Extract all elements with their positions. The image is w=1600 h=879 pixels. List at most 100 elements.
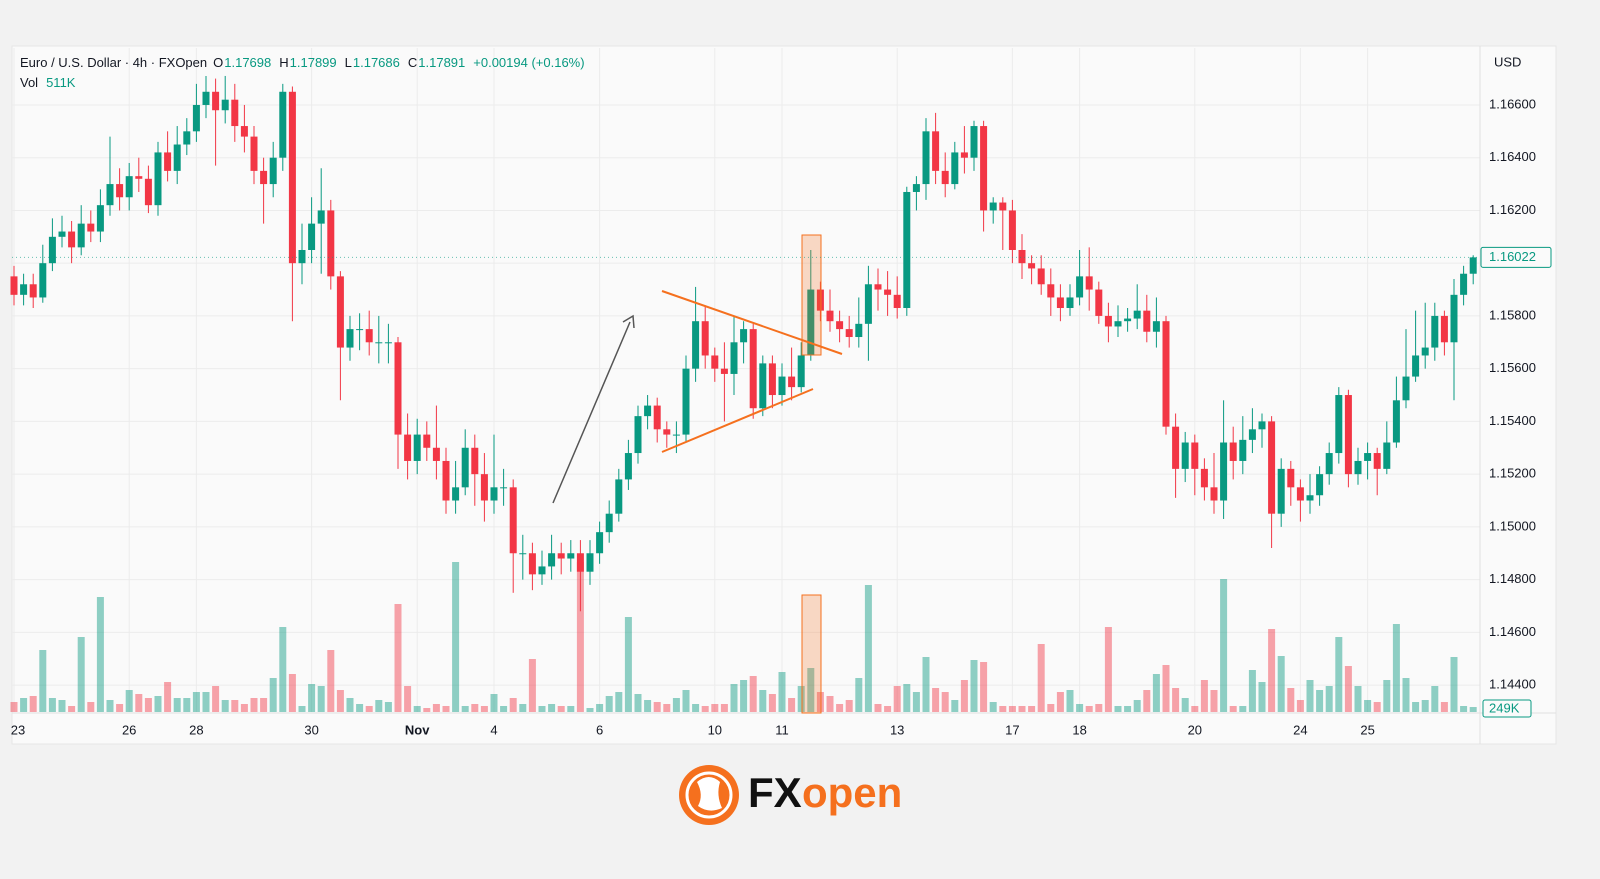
candle-body xyxy=(989,202,997,211)
candle-body xyxy=(375,342,383,344)
volume-highlight xyxy=(801,594,822,714)
volume-bar xyxy=(1028,706,1036,712)
candle-body xyxy=(394,342,402,435)
candle-body xyxy=(260,170,268,185)
ohlc-value: 1.17891 xyxy=(418,55,466,70)
volume-bar xyxy=(644,700,652,712)
candle-body xyxy=(672,434,680,436)
candle-body xyxy=(231,99,239,127)
ohlc: O1.17698 H1.17899 L1.17686 C1.17891 xyxy=(213,55,473,70)
volume-bar xyxy=(845,700,853,712)
candle-body xyxy=(1258,421,1266,430)
breakout-highlight xyxy=(801,234,822,356)
candle-body xyxy=(1172,426,1180,469)
volume-bar xyxy=(692,704,700,712)
candle-body xyxy=(432,447,440,461)
candle-body xyxy=(1277,468,1285,514)
candle-body xyxy=(663,429,671,435)
candle-body xyxy=(951,152,959,185)
candle-body xyxy=(327,210,335,277)
volume-bar xyxy=(1008,706,1016,712)
volume-bar xyxy=(288,674,296,712)
volume-bar xyxy=(480,706,488,712)
candle-body xyxy=(1450,294,1458,343)
x-tick-label: 6 xyxy=(596,722,603,737)
candle-body xyxy=(1239,439,1247,461)
volume-bar xyxy=(48,698,56,712)
ohlc-value: 1.17686 xyxy=(352,55,400,70)
candle-body xyxy=(106,184,114,206)
volume-bar xyxy=(240,704,248,712)
volume-bar xyxy=(1066,690,1074,712)
candle-body xyxy=(77,223,85,248)
volume-title: Vol xyxy=(20,75,39,90)
volume-bar xyxy=(893,686,901,712)
volume-bar xyxy=(413,706,421,712)
volume-bar xyxy=(1056,692,1064,712)
candle-body xyxy=(1296,487,1304,501)
candle-body xyxy=(250,136,258,171)
volume-bar xyxy=(1076,704,1084,712)
candle-body xyxy=(298,249,306,264)
volume-bar xyxy=(1460,706,1468,712)
logo-icon-ring xyxy=(685,771,733,819)
y-tick-label: 1.15000 xyxy=(1489,518,1536,533)
ohlc-value: 1.17899 xyxy=(289,55,337,70)
volume-bar xyxy=(960,680,968,712)
volume-bar xyxy=(231,700,239,712)
volume-bar xyxy=(1258,682,1266,712)
candle-body xyxy=(538,566,546,575)
candle-body xyxy=(1344,395,1352,475)
candle-body xyxy=(1095,289,1103,316)
candle-body xyxy=(39,263,47,298)
volume-bar xyxy=(836,704,844,712)
candle-body xyxy=(1037,268,1045,285)
candle-body xyxy=(452,487,460,501)
volume-bar xyxy=(327,650,335,712)
candle-body xyxy=(999,202,1007,211)
candle-body xyxy=(1402,376,1410,401)
volume-bar xyxy=(183,698,191,712)
volume-bar xyxy=(260,698,268,712)
volume-bar xyxy=(855,678,863,712)
volume-bar xyxy=(116,704,124,712)
volume-bar xyxy=(1431,686,1439,712)
candle-body xyxy=(797,355,805,388)
candle-body xyxy=(1364,453,1372,461)
volume-bar xyxy=(596,704,604,712)
candle-body xyxy=(288,91,296,264)
candle-body xyxy=(557,553,565,559)
candle-body xyxy=(461,447,469,488)
volume-bar xyxy=(1440,702,1448,712)
volume-bar xyxy=(864,585,872,712)
candle-body xyxy=(596,532,604,554)
volume-bar xyxy=(461,706,469,712)
volume-bar xyxy=(202,692,210,712)
candle-body xyxy=(644,405,652,417)
volume-bar xyxy=(778,672,786,712)
y-tick-label: 1.15400 xyxy=(1489,413,1536,428)
volume-bar xyxy=(1421,700,1429,712)
volume-bar xyxy=(1287,688,1295,712)
ohlc-key: C xyxy=(407,55,418,70)
candle-body xyxy=(826,310,834,322)
candle-body xyxy=(884,289,892,295)
arrow-head xyxy=(622,314,635,329)
volume-bar xyxy=(807,668,815,712)
candle-body xyxy=(730,342,738,374)
x-tick-label: 23 xyxy=(11,722,25,737)
volume-bar xyxy=(509,698,517,712)
volume-bar xyxy=(10,702,18,712)
x-tick-label: 17 xyxy=(1005,722,1019,737)
candle-body xyxy=(384,342,392,344)
volume-bar xyxy=(317,686,325,712)
y-tick-label: 1.15600 xyxy=(1489,360,1536,375)
candle-body xyxy=(624,453,632,480)
volume-bar xyxy=(250,698,258,712)
volume-bar xyxy=(1268,629,1276,712)
candle-body xyxy=(135,176,143,179)
volume-bar xyxy=(1344,666,1352,712)
volume-bar xyxy=(1172,688,1180,712)
volume-bar xyxy=(932,688,940,712)
candle-body xyxy=(471,447,479,475)
